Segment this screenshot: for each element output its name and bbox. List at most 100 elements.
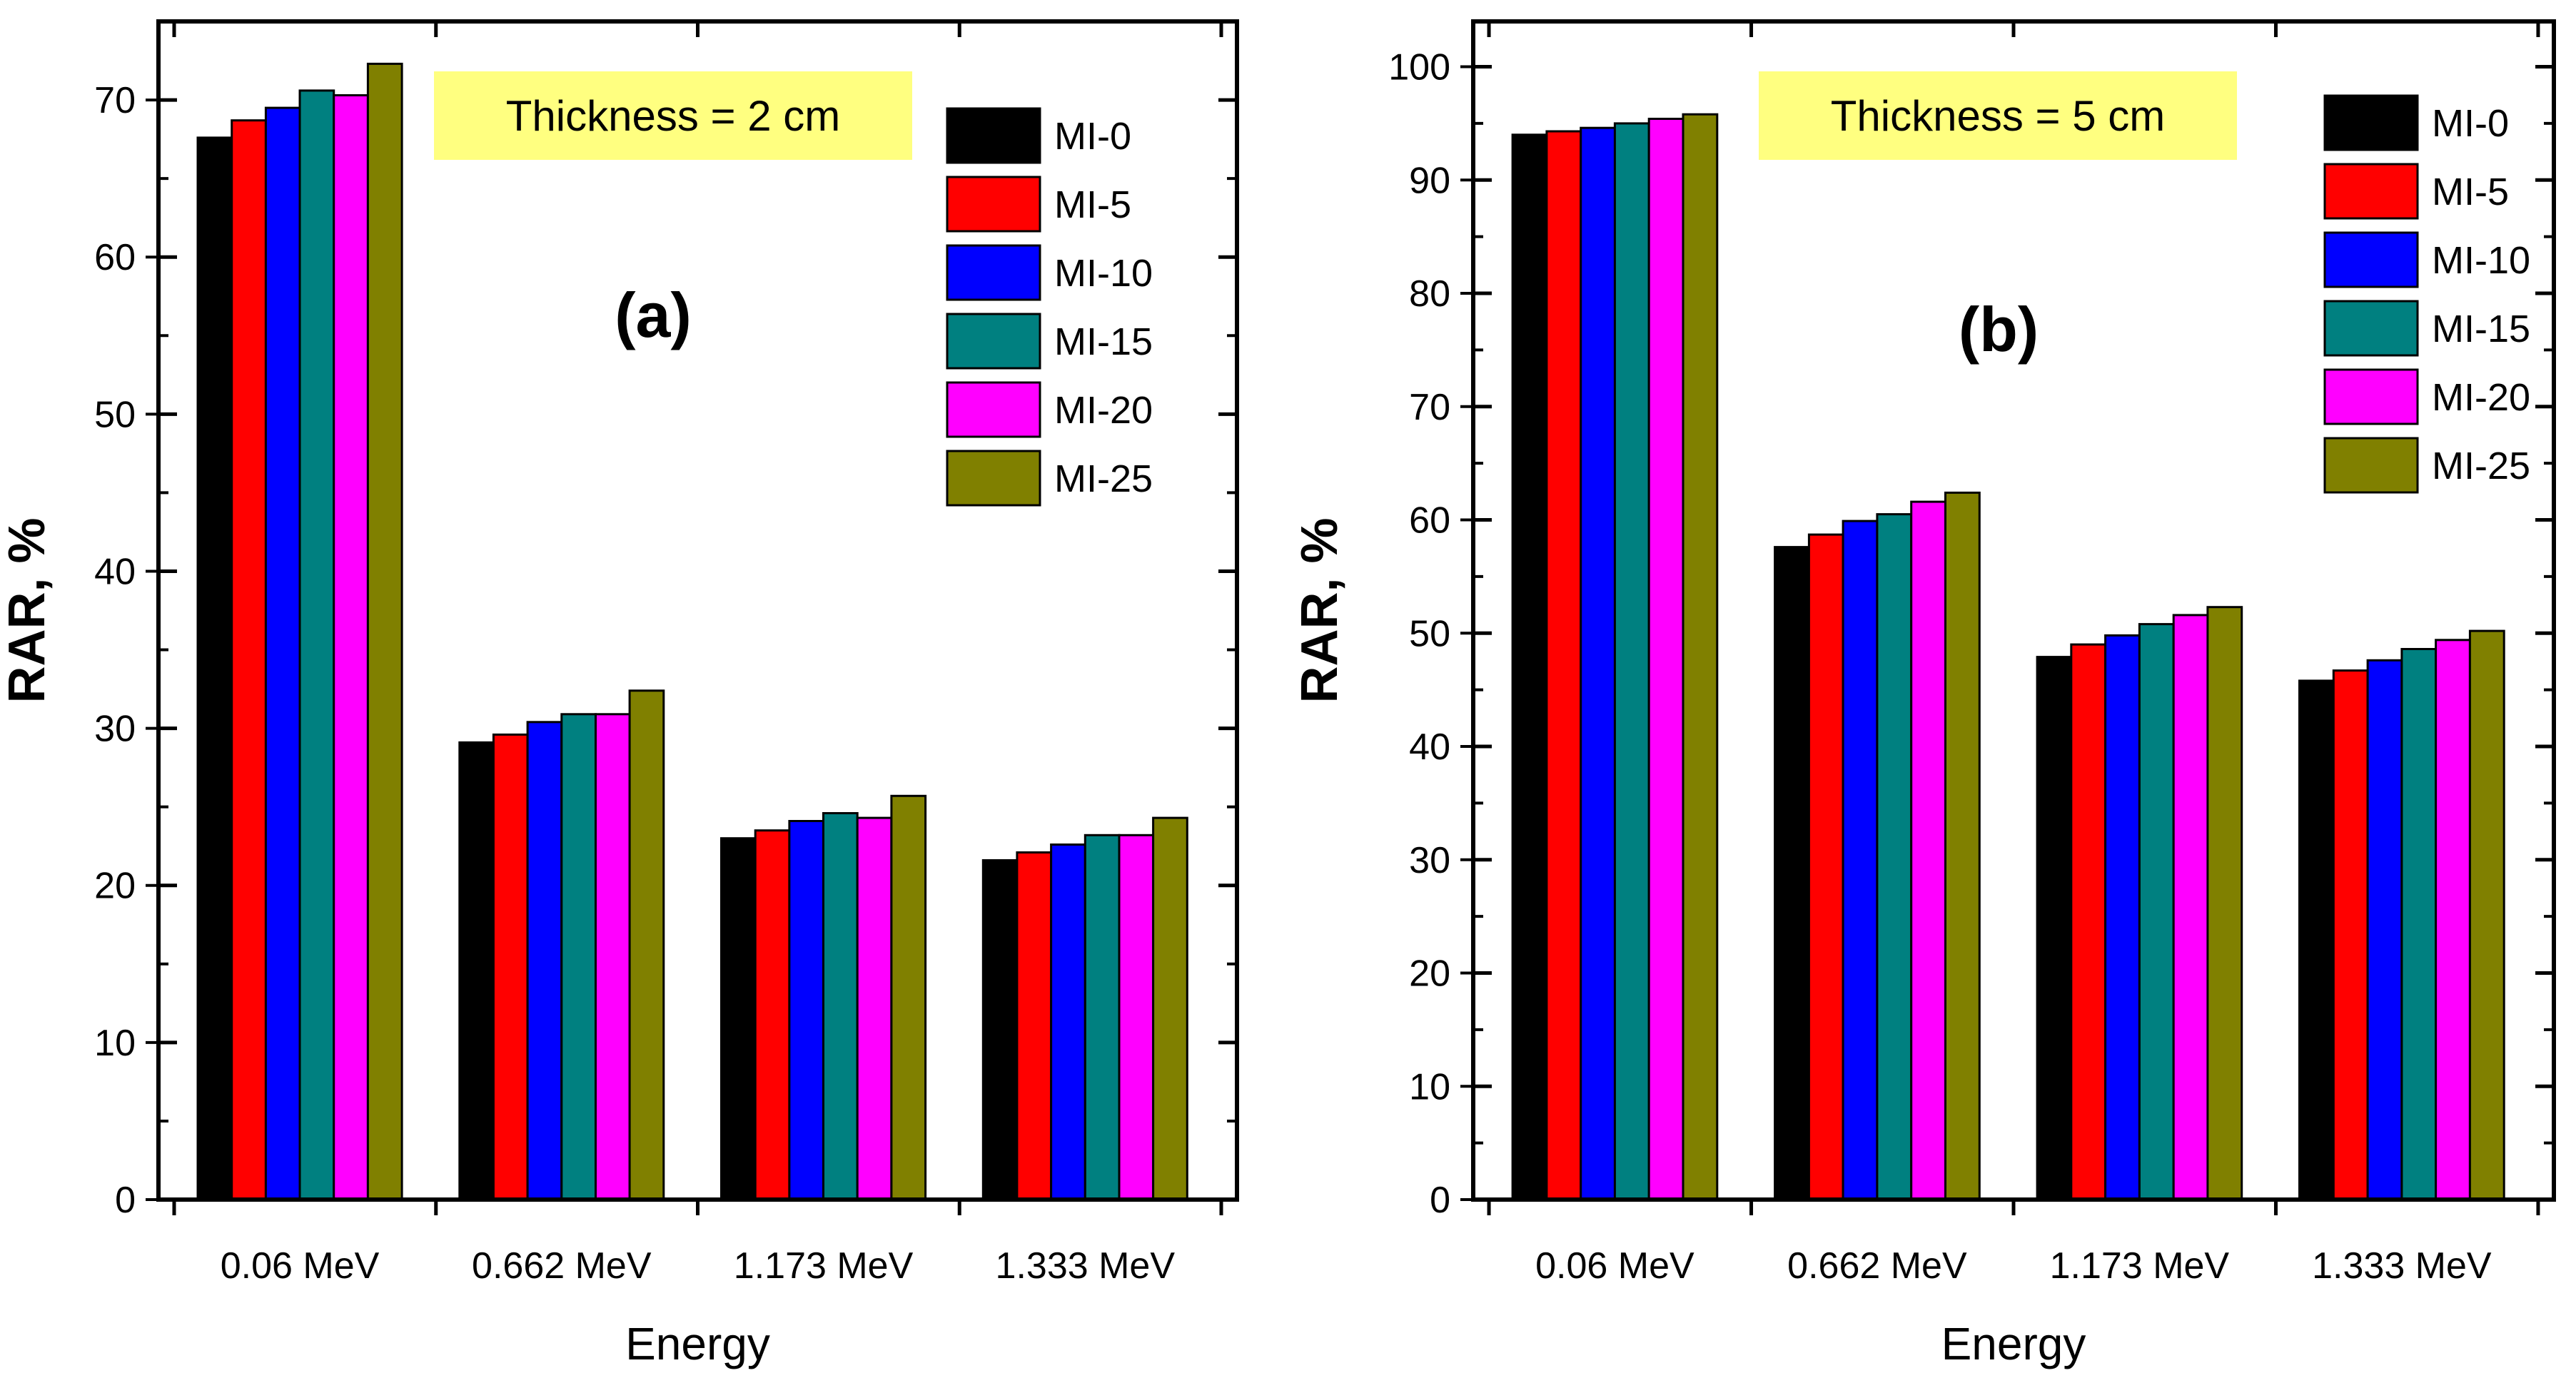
panel-b: 0 10 20 30 40 50 60 70 80 90 100 0.06 MeV 0.662 MeV 1… [1291,19,2556,1369]
bar-mi-25-0 [366,62,403,1201]
bar-mi-20-2 [856,816,893,1201]
bar-mi-15-0 [298,89,335,1201]
bar-mi-15-2 [822,812,859,1201]
bar-mi-0-1 [1774,546,1810,1201]
bar-mi-20-1 [595,713,631,1201]
legend-swatch-mi-0 [2323,94,2419,151]
y-tick-label: 50 [94,394,136,435]
y-tick-label: 30 [1409,840,1450,881]
bar-mi-15-2 [2138,623,2175,1201]
bar-mi-0-2 [2036,656,2073,1201]
legend-swatch-mi-15 [2323,300,2419,357]
legend-label-mi-10: MI-10 [1054,252,1153,295]
bar-mi-20-0 [333,94,369,1201]
legend-label-mi-25: MI-25 [1054,457,1153,500]
y-tick-label: 60 [94,237,136,278]
x-category-label: 1.173 MeV [734,1245,914,1287]
bar-mi-0-0 [1511,133,1548,1201]
legend-swatch-mi-20 [946,381,1041,438]
legend-swatch-mi-15 [946,313,1041,370]
bar-mi-20-3 [1118,834,1155,1201]
bar-mi-5-1 [1807,533,1844,1201]
bar-mi-10-0 [264,106,301,1201]
bar-mi-10-2 [2104,634,2141,1201]
bar-mi-0-2 [720,837,757,1201]
bar-mi-10-1 [526,721,563,1201]
legend-label-mi-20: MI-20 [1054,389,1153,432]
y-tick-label: 60 [1409,500,1450,542]
bar-mi-25-1 [628,689,665,1201]
legend-label-mi-0: MI-0 [2432,102,2509,145]
bar-mi-5-1 [492,733,529,1201]
y-tick-label: 50 [1409,613,1450,654]
bar-mi-10-1 [1842,520,1879,1201]
y-tick-label: 10 [1409,1066,1450,1108]
x-axis-title: Energy [625,1318,770,1369]
y-tick-label: 0 [1430,1180,1450,1221]
bar-mi-25-0 [1682,113,1719,1201]
y-tick-label: 10 [94,1023,136,1064]
x-category-label: 0.662 MeV [1787,1245,1967,1287]
legend-label-mi-5: MI-5 [1054,183,1131,226]
bar-mi-5-2 [2070,643,2107,1201]
bar-mi-25-2 [890,794,927,1201]
panel-label: (b) [1959,294,2039,365]
bar-mi-5-0 [1545,130,1582,1201]
bar-mi-5-3 [2332,669,2369,1201]
y-tick-label: 40 [1409,726,1450,768]
y-tick-label: 30 [94,709,136,750]
y-tick-label: 80 [1409,273,1450,315]
bar-mi-5-3 [1016,851,1053,1201]
bar-mi-25-2 [2206,606,2243,1201]
y-tick-label: 20 [94,866,136,907]
y-axis-title: RAR, % [0,517,56,703]
y-tick-label: 90 [1409,160,1450,201]
thickness-annotation: Thickness = 2 cm [506,92,841,140]
legend-label-mi-5: MI-5 [2432,171,2509,213]
x-category-label: 1.173 MeV [2050,1245,2230,1287]
legend-label-mi-20: MI-20 [2432,376,2530,419]
legend-label-mi-10: MI-10 [2432,239,2530,282]
y-axis-title: RAR, % [1291,517,1348,703]
bar-mi-15-3 [1084,834,1121,1201]
legend-swatch-mi-25 [946,450,1041,507]
legend-swatch-mi-20 [2323,368,2419,425]
x-category-label: 0.06 MeV [221,1245,380,1287]
bar-mi-25-1 [1944,491,1981,1201]
legend-swatch-mi-5 [2323,163,2419,220]
legend-swatch-mi-10 [946,244,1041,301]
y-tick-label: 70 [94,80,136,121]
bar-mi-15-0 [1613,122,1650,1201]
legend-label-mi-0: MI-0 [1054,115,1131,158]
bar-mi-5-2 [754,829,791,1201]
bar-mi-15-1 [560,713,597,1201]
thickness-annotation-box [1759,71,2237,160]
x-category-label: 0.662 MeV [472,1245,652,1287]
y-tick-label: 20 [1409,953,1450,995]
bar-mi-20-1 [1910,500,1946,1201]
legend-swatch-mi-25 [2323,437,2419,494]
legend-swatch-mi-0 [946,107,1041,164]
legend-swatch-mi-5 [946,176,1041,233]
bar-mi-20-0 [1647,118,1684,1201]
bar-mi-15-1 [1876,513,1913,1201]
bar-mi-25-3 [1152,816,1188,1201]
bar-mi-10-3 [2366,659,2403,1201]
legend-label-mi-15: MI-15 [1054,320,1153,363]
legend-swatch-mi-10 [2323,231,2419,288]
bar-mi-20-2 [2172,614,2209,1201]
bar-mi-5-0 [231,119,267,1201]
bar-mi-10-0 [1580,126,1616,1201]
bar-mi-0-3 [981,859,1019,1201]
panel-label: (a) [615,280,692,350]
bar-mi-10-2 [788,820,825,1201]
y-tick-label: 0 [115,1180,136,1221]
bar-mi-0-3 [2298,679,2335,1201]
bar-mi-10-3 [1050,843,1086,1201]
thickness-annotation: Thickness = 5 cm [1831,92,2166,140]
legend-label-mi-15: MI-15 [2432,308,2530,350]
thickness-annotation-box [434,71,912,160]
bar-mi-15-3 [2400,648,2438,1201]
x-axis-title: Energy [1941,1318,2086,1369]
